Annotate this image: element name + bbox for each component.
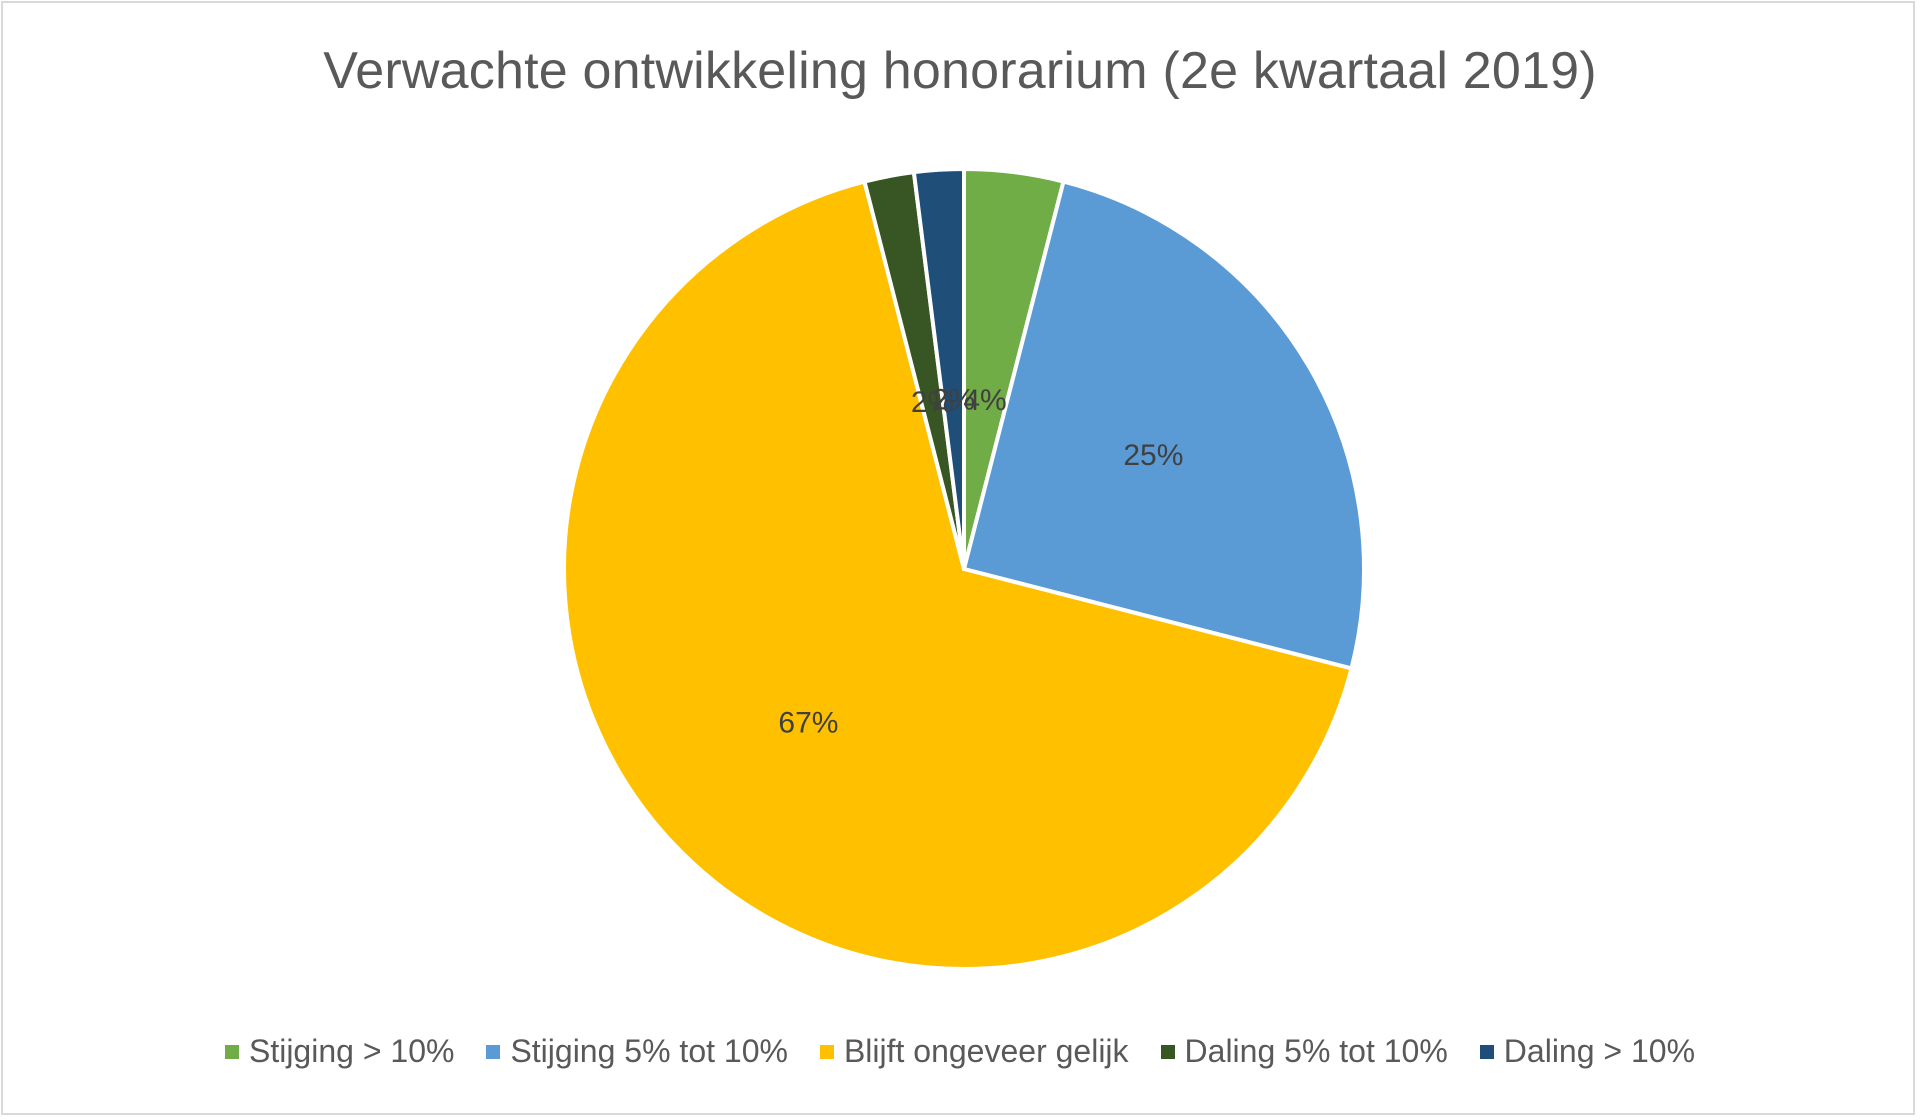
legend-swatch-1 bbox=[486, 1044, 501, 1059]
chart-legend: Stijging > 10% Stijging 5% tot 10% Blijft … bbox=[3, 1033, 1917, 1070]
data-label-4: 2% bbox=[932, 383, 975, 416]
data-label-2: 67% bbox=[778, 706, 838, 739]
data-label-3: 2% bbox=[911, 386, 954, 419]
legend-item-4: Daling > 10% bbox=[1479, 1033, 1696, 1070]
pie-chart: 4% 25% 67% 2%2% bbox=[561, 167, 1366, 972]
pie-slice-1 bbox=[962, 179, 1366, 671]
legend-item-2: Blijft ongeveer gelijk bbox=[819, 1033, 1129, 1070]
legend-label-3: Daling 5% tot 10% bbox=[1184, 1033, 1448, 1069]
data-label-1: 25% bbox=[1123, 439, 1183, 472]
legend-item-0: Stijging > 10% bbox=[224, 1033, 455, 1070]
legend-item-3: Daling 5% tot 10% bbox=[1160, 1033, 1448, 1070]
legend-item-1: Stijging 5% tot 10% bbox=[486, 1033, 788, 1070]
legend-label-0: Stijging > 10% bbox=[248, 1033, 455, 1069]
pie-slice-2 bbox=[561, 179, 1354, 972]
legend-label-2: Blijft ongeveer gelijk bbox=[843, 1033, 1129, 1069]
legend-swatch-4 bbox=[1479, 1044, 1494, 1059]
chart-title: Verwachte ontwikkeling honorarium (2e kw… bbox=[323, 42, 1597, 100]
pie-slice-4 bbox=[911, 167, 966, 571]
legend-swatch-0 bbox=[224, 1044, 239, 1059]
legend-label-1: Stijging 5% tot 10% bbox=[510, 1033, 788, 1069]
legend-label-4: Daling > 10% bbox=[1503, 1033, 1696, 1069]
data-label-0: 4% bbox=[963, 384, 1006, 417]
legend-swatch-3 bbox=[1160, 1044, 1175, 1059]
legend-swatch-2 bbox=[819, 1044, 834, 1059]
